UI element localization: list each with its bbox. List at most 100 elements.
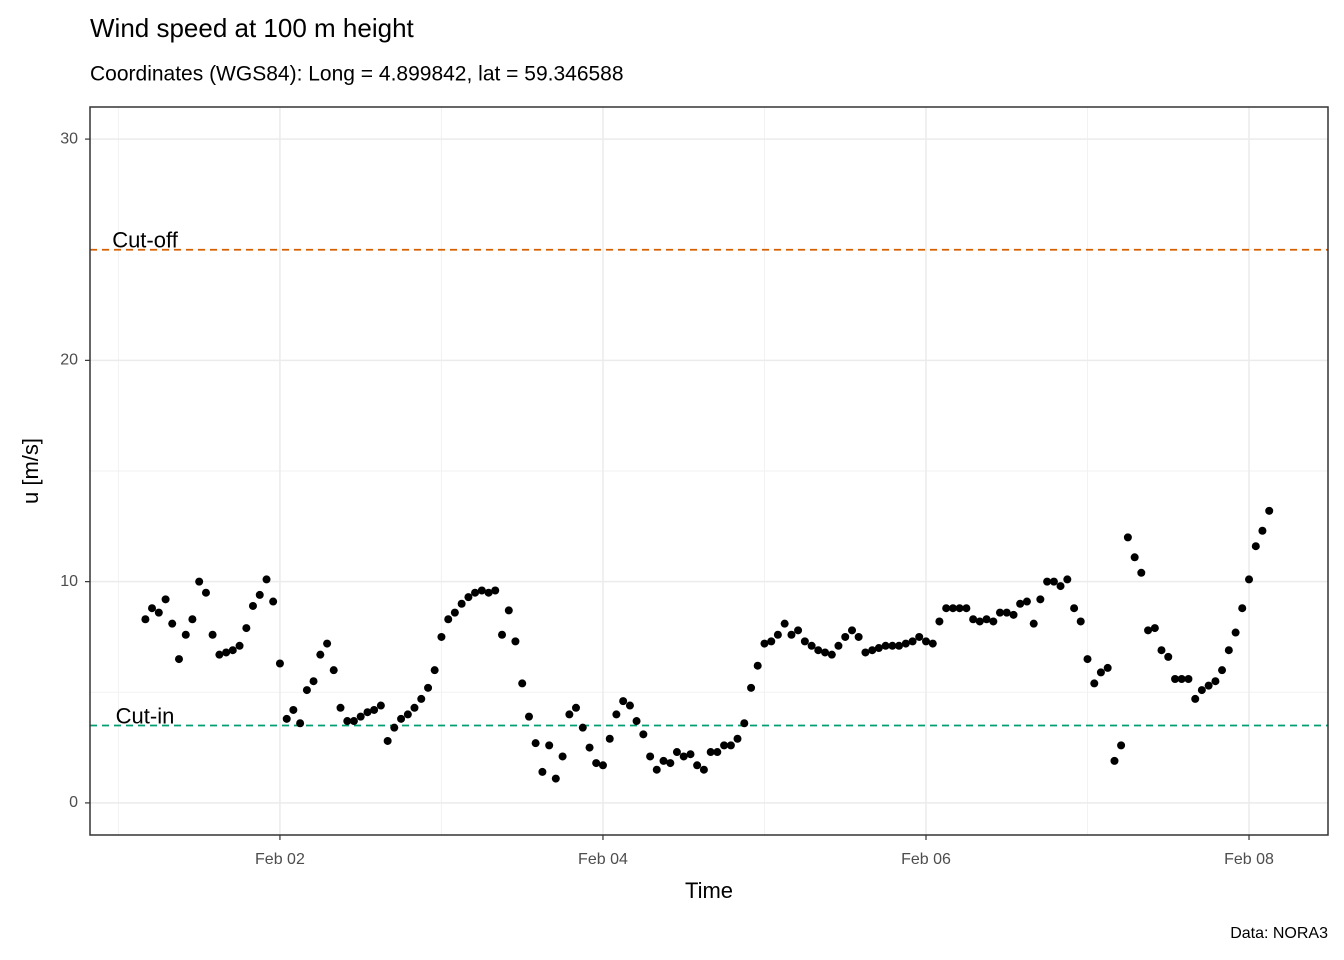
point: [908, 637, 917, 646]
point: [168, 619, 177, 628]
point: [484, 588, 493, 597]
point: [1110, 756, 1119, 765]
point: [1022, 597, 1031, 606]
point: [1218, 666, 1227, 675]
point: [975, 617, 984, 626]
point: [753, 661, 762, 670]
point: [323, 639, 332, 648]
point: [477, 586, 486, 595]
point: [1070, 604, 1079, 613]
point: [1150, 624, 1159, 633]
point: [222, 648, 231, 657]
point: [666, 759, 675, 768]
point: [720, 741, 729, 750]
point: [228, 646, 237, 655]
point: [1043, 577, 1052, 586]
point: [901, 639, 910, 648]
point: [726, 741, 735, 750]
point: [699, 765, 708, 774]
point: [403, 710, 412, 719]
point: [821, 648, 830, 657]
point: [794, 626, 803, 635]
point: [848, 626, 857, 635]
caption: Data: NORA3: [1230, 925, 1328, 942]
point: [498, 630, 507, 639]
point: [363, 708, 372, 717]
point: [672, 748, 681, 757]
point: [275, 659, 284, 668]
point: [444, 615, 453, 624]
point: [343, 717, 352, 726]
point: [511, 637, 520, 646]
point: [316, 650, 325, 659]
point: [538, 767, 547, 776]
point: [1231, 628, 1240, 637]
point: [248, 601, 257, 610]
point: [679, 752, 688, 761]
point: [747, 683, 756, 692]
point: [174, 655, 183, 664]
chart-subtitle: Coordinates (WGS84): Long = 4.899842, la…: [90, 63, 624, 86]
point: [706, 748, 715, 757]
point: [995, 608, 1004, 617]
point: [807, 641, 816, 650]
point: [861, 648, 870, 657]
point: [1002, 608, 1011, 617]
point: [181, 630, 190, 639]
point: [289, 705, 298, 714]
point: [1029, 619, 1038, 628]
point: [1009, 610, 1018, 619]
point: [659, 756, 668, 765]
point: [1016, 599, 1025, 608]
point: [430, 666, 439, 675]
point: [787, 630, 796, 639]
point: [471, 588, 480, 597]
point: [1265, 506, 1274, 515]
reference-label: Cut-off: [112, 228, 179, 253]
point: [329, 666, 338, 675]
point: [1117, 741, 1126, 750]
x-tick-label: Feb 04: [578, 851, 628, 868]
point: [148, 604, 157, 613]
point: [262, 575, 271, 584]
point: [1258, 526, 1267, 535]
point: [141, 615, 150, 624]
point: [841, 632, 850, 641]
point: [625, 701, 634, 710]
point: [1177, 675, 1186, 683]
point: [545, 741, 554, 750]
plot-border: [89, 106, 1329, 836]
point: [242, 624, 251, 633]
point: [827, 650, 836, 659]
y-tick-label: 30: [60, 130, 78, 147]
point: [161, 595, 170, 604]
point: [1144, 626, 1153, 635]
reference-label: Cut-in: [116, 703, 175, 728]
point: [693, 761, 702, 770]
x-tick-label: Feb 02: [255, 851, 305, 868]
point: [565, 710, 574, 719]
point: [646, 752, 655, 761]
x-tick-label: Feb 08: [1224, 851, 1274, 868]
point: [450, 608, 459, 617]
point: [686, 750, 695, 759]
point: [1171, 675, 1180, 683]
y-tick-label: 10: [60, 573, 78, 590]
x-axis-title: Time: [685, 878, 733, 903]
point: [437, 632, 446, 641]
point: [1096, 668, 1105, 677]
point: [585, 743, 594, 752]
point: [491, 586, 500, 595]
point: [1036, 595, 1045, 604]
point: [1090, 679, 1099, 688]
point: [282, 714, 291, 723]
point: [1245, 575, 1254, 584]
point: [255, 590, 264, 599]
point: [935, 617, 944, 626]
point: [1211, 677, 1220, 686]
point: [349, 717, 358, 726]
point: [895, 641, 904, 650]
point: [201, 588, 210, 597]
point: [1137, 568, 1146, 577]
